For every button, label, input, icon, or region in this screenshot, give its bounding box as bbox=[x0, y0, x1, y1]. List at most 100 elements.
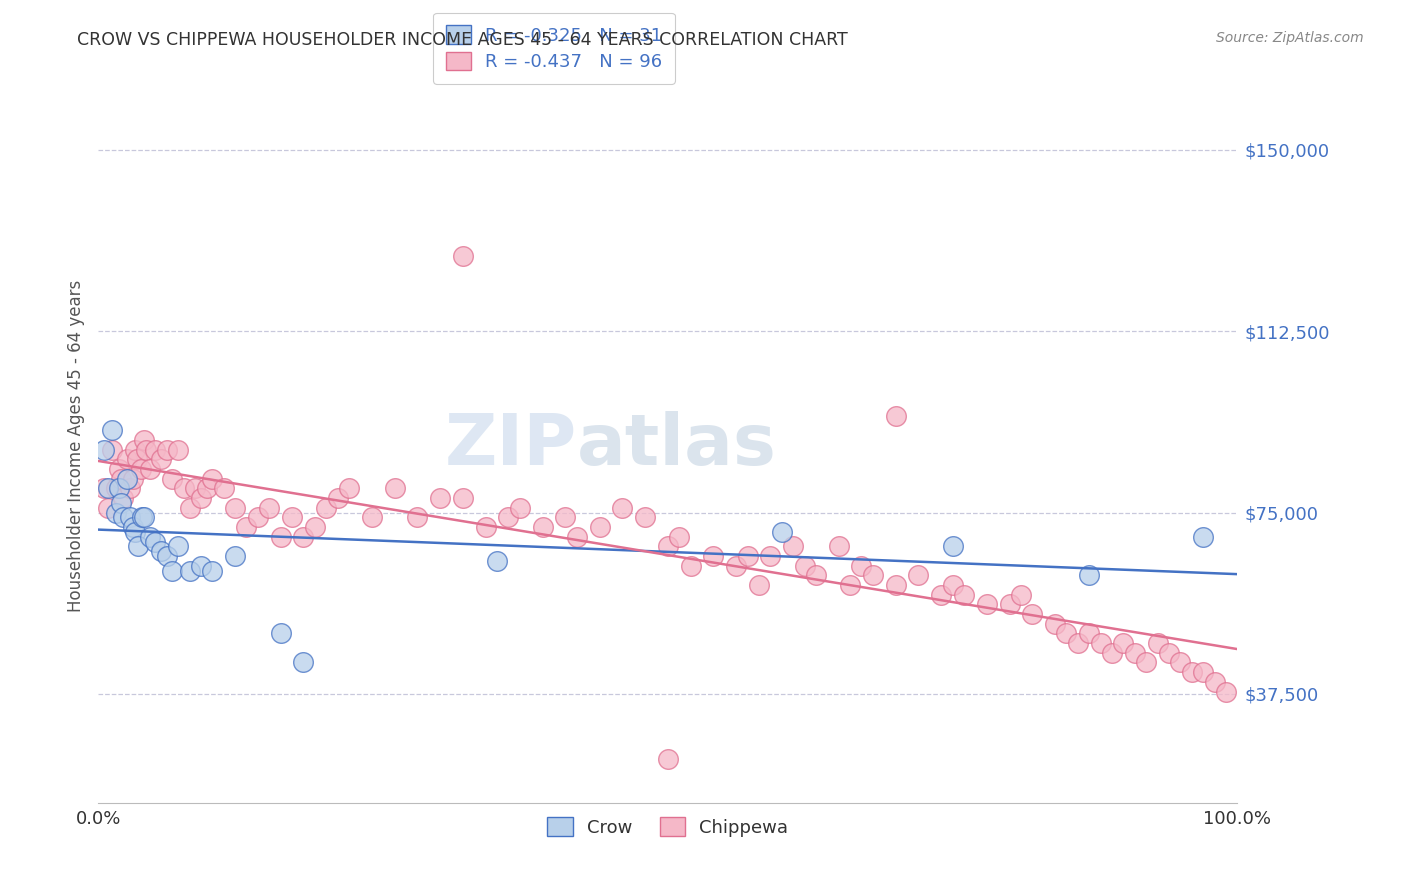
Point bbox=[201, 564, 224, 578]
Point bbox=[702, 549, 724, 563]
Point bbox=[565, 530, 588, 544]
Point bbox=[1067, 636, 1090, 650]
Point bbox=[162, 564, 184, 578]
Point bbox=[156, 442, 179, 457]
Point bbox=[120, 481, 142, 495]
Point bbox=[474, 520, 496, 534]
Point bbox=[315, 500, 337, 515]
Point bbox=[1170, 656, 1192, 670]
Text: CROW VS CHIPPEWA HOUSEHOLDER INCOME AGES 45 - 64 YEARS CORRELATION CHART: CROW VS CHIPPEWA HOUSEHOLDER INCOME AGES… bbox=[77, 31, 848, 49]
Point bbox=[884, 409, 907, 423]
Point bbox=[292, 656, 315, 670]
Point bbox=[759, 549, 782, 563]
Point bbox=[839, 578, 862, 592]
Point bbox=[384, 481, 406, 495]
Point bbox=[259, 500, 281, 515]
Point bbox=[429, 491, 451, 505]
Point bbox=[115, 452, 138, 467]
Point bbox=[1123, 646, 1146, 660]
Point bbox=[1181, 665, 1204, 680]
Point bbox=[112, 491, 135, 505]
Point bbox=[1043, 616, 1066, 631]
Point bbox=[884, 578, 907, 592]
Point bbox=[101, 442, 124, 457]
Text: atlas: atlas bbox=[576, 411, 776, 481]
Point bbox=[127, 452, 149, 467]
Point bbox=[120, 510, 142, 524]
Point bbox=[246, 510, 269, 524]
Point bbox=[679, 558, 702, 573]
Point bbox=[304, 520, 326, 534]
Point bbox=[942, 540, 965, 554]
Point bbox=[326, 491, 349, 505]
Point bbox=[124, 524, 146, 539]
Point bbox=[1215, 684, 1237, 698]
Point bbox=[1090, 636, 1112, 650]
Point bbox=[121, 520, 143, 534]
Point bbox=[337, 481, 360, 495]
Point bbox=[184, 481, 207, 495]
Point bbox=[1204, 674, 1226, 689]
Point bbox=[110, 472, 132, 486]
Legend: Crow, Chippewa: Crow, Chippewa bbox=[540, 810, 796, 844]
Point bbox=[124, 442, 146, 457]
Text: Source: ZipAtlas.com: Source: ZipAtlas.com bbox=[1216, 31, 1364, 45]
Point bbox=[804, 568, 827, 582]
Point bbox=[173, 481, 195, 495]
Point bbox=[270, 530, 292, 544]
Point bbox=[862, 568, 884, 582]
Point bbox=[451, 249, 474, 263]
Point bbox=[112, 510, 135, 524]
Point bbox=[1112, 636, 1135, 650]
Point bbox=[907, 568, 929, 582]
Text: ZIP: ZIP bbox=[444, 411, 576, 481]
Point bbox=[179, 500, 201, 515]
Point bbox=[1078, 568, 1101, 582]
Point bbox=[612, 500, 634, 515]
Y-axis label: Householder Income Ages 45 - 64 years: Householder Income Ages 45 - 64 years bbox=[66, 280, 84, 612]
Point bbox=[145, 442, 167, 457]
Point bbox=[851, 558, 873, 573]
Point bbox=[1010, 588, 1032, 602]
Point bbox=[108, 462, 131, 476]
Point bbox=[145, 534, 167, 549]
Point bbox=[195, 481, 218, 495]
Point bbox=[101, 423, 124, 437]
Point bbox=[96, 481, 118, 495]
Point bbox=[1021, 607, 1043, 621]
Point bbox=[828, 540, 851, 554]
Point bbox=[998, 598, 1021, 612]
Point bbox=[281, 510, 304, 524]
Point bbox=[135, 442, 157, 457]
Point bbox=[93, 481, 115, 495]
Point bbox=[108, 481, 131, 495]
Point bbox=[360, 510, 382, 524]
Point bbox=[129, 462, 152, 476]
Point bbox=[793, 558, 815, 573]
Point bbox=[554, 510, 576, 524]
Point bbox=[737, 549, 759, 563]
Point bbox=[953, 588, 976, 602]
Point bbox=[657, 752, 679, 766]
Point bbox=[190, 491, 212, 505]
Point bbox=[138, 530, 160, 544]
Point bbox=[486, 554, 509, 568]
Point bbox=[1157, 646, 1180, 660]
Point bbox=[292, 530, 315, 544]
Point bbox=[451, 491, 474, 505]
Point bbox=[929, 588, 952, 602]
Point bbox=[270, 626, 292, 640]
Point bbox=[110, 496, 132, 510]
Point bbox=[96, 500, 118, 515]
Point bbox=[138, 462, 160, 476]
Point bbox=[93, 442, 115, 457]
Point bbox=[976, 598, 998, 612]
Point bbox=[1078, 626, 1101, 640]
Point bbox=[942, 578, 965, 592]
Point bbox=[115, 472, 138, 486]
Point bbox=[634, 510, 657, 524]
Point bbox=[212, 481, 235, 495]
Point bbox=[1192, 530, 1215, 544]
Point bbox=[104, 506, 127, 520]
Point bbox=[127, 540, 149, 554]
